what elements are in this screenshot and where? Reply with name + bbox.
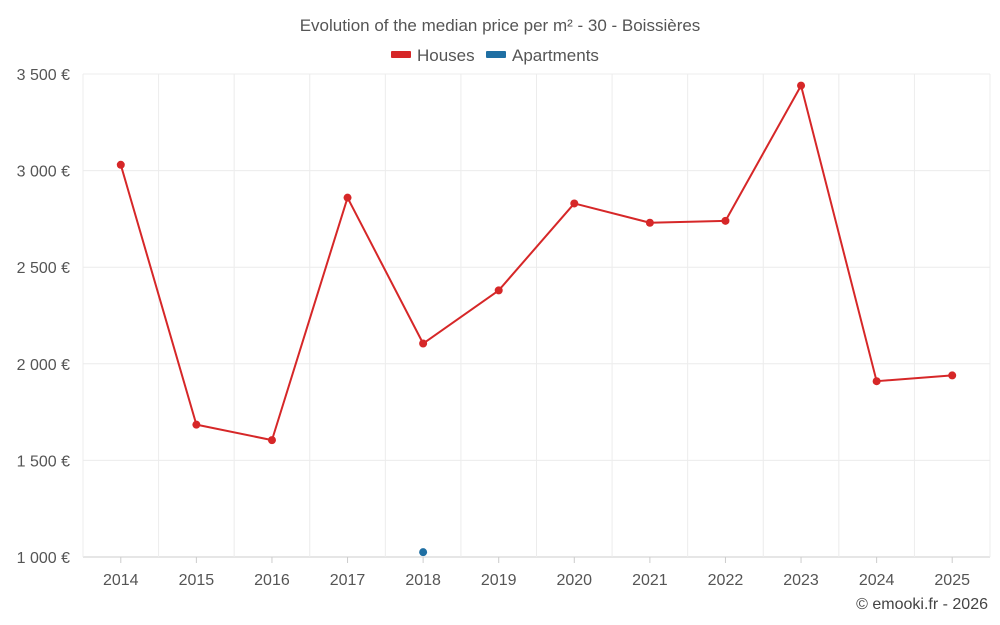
- x-tick-label: 2022: [708, 572, 744, 589]
- x-tick-label: 2015: [179, 572, 215, 589]
- legend: Houses Apartments: [391, 46, 599, 65]
- data-point-houses[interactable]: [721, 216, 730, 225]
- data-point-houses[interactable]: [948, 371, 957, 380]
- x-tick-label: 2024: [859, 572, 895, 589]
- y-axis: 1 000 € 1 500 € 2 000 € 2 500 € 3 000 € 3 500…: [17, 67, 70, 567]
- y-tick-label: 3 500 €: [17, 67, 70, 84]
- legend-label-apartments: Apartments: [512, 46, 599, 65]
- data-point-houses[interactable]: [419, 339, 428, 348]
- data-point-houses[interactable]: [645, 218, 654, 227]
- y-tick-label: 1 000 €: [17, 550, 70, 567]
- y-tick-label: 2 500 €: [17, 260, 70, 277]
- credit-text: © emooki.fr - 2026: [856, 596, 988, 613]
- data-point-houses[interactable]: [116, 160, 125, 169]
- series-line-houses: [119, 84, 953, 442]
- x-tick-label: 2023: [783, 572, 819, 589]
- data-point-houses[interactable]: [494, 286, 503, 295]
- y-tick-label: 2 000 €: [17, 357, 70, 374]
- legend-label-houses: Houses: [417, 46, 475, 65]
- y-tick-label: 1 500 €: [17, 453, 70, 470]
- data-point-houses[interactable]: [872, 377, 881, 386]
- data-point-apartments[interactable]: [419, 548, 428, 557]
- data-point-houses[interactable]: [192, 420, 201, 429]
- x-tick-label: 2020: [556, 572, 592, 589]
- data-point-houses[interactable]: [267, 436, 276, 445]
- x-tick-label: 2014: [103, 572, 139, 589]
- x-tick-label: 2019: [481, 572, 517, 589]
- data-point-houses[interactable]: [343, 193, 352, 202]
- data-point-houses[interactable]: [570, 199, 579, 208]
- grid: [82, 73, 991, 558]
- x-tick-label: 2017: [330, 572, 366, 589]
- y-tick-label: 3 000 €: [17, 164, 70, 181]
- data-point-houses[interactable]: [797, 81, 806, 90]
- legend-item-houses[interactable]: Houses: [391, 46, 475, 65]
- series-layer: [116, 81, 957, 557]
- x-tick-label: 2021: [632, 572, 668, 589]
- chart-title: Evolution of the median price per m² - 3…: [300, 16, 701, 35]
- x-tick-label: 2018: [405, 572, 441, 589]
- x-tick-label: 2025: [934, 572, 970, 589]
- x-tick-label: 2016: [254, 572, 290, 589]
- legend-item-apartments[interactable]: Apartments: [486, 46, 599, 65]
- x-axis: 2014 2015 2016 2017 2018 2019 2020 2021 2022 2023…: [103, 557, 970, 589]
- legend-swatch-houses: [391, 51, 411, 58]
- legend-swatch-apartments: [486, 51, 506, 58]
